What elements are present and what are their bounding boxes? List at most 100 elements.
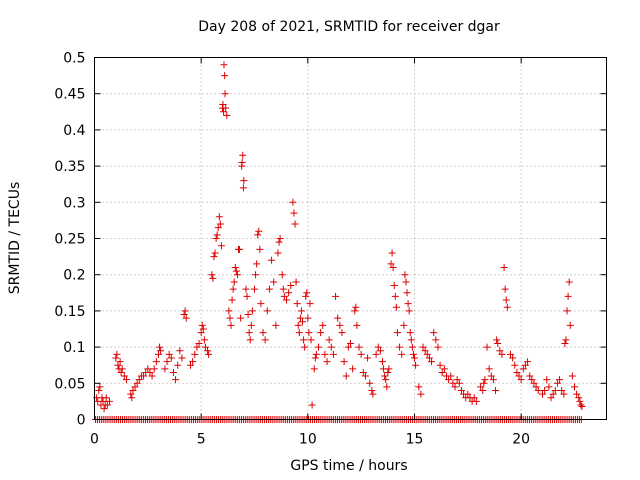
x-tick-label: 10 bbox=[299, 432, 317, 448]
data-point bbox=[221, 90, 229, 98]
data-point bbox=[157, 347, 165, 355]
data-point bbox=[342, 372, 350, 380]
data-point bbox=[521, 361, 529, 369]
data-point bbox=[436, 361, 444, 369]
data-point bbox=[541, 387, 549, 395]
data-point bbox=[327, 343, 335, 351]
data-point bbox=[382, 376, 390, 384]
data-point bbox=[169, 368, 177, 376]
data-point bbox=[223, 111, 231, 119]
data-point bbox=[507, 350, 514, 358]
data-point bbox=[561, 339, 569, 347]
data-point bbox=[405, 307, 413, 315]
y-tick-label: 0.35 bbox=[54, 159, 85, 175]
data-point bbox=[317, 329, 325, 337]
data-point bbox=[172, 376, 180, 384]
data-point bbox=[217, 242, 225, 250]
data-point bbox=[253, 260, 261, 268]
data-point bbox=[556, 376, 564, 384]
y-tick-label: 0.15 bbox=[54, 304, 85, 320]
data-point bbox=[294, 321, 302, 329]
data-point bbox=[242, 285, 250, 293]
data-point bbox=[274, 249, 282, 257]
data-point bbox=[532, 383, 540, 391]
data-point bbox=[398, 350, 406, 358]
data-point bbox=[252, 271, 260, 279]
data-point bbox=[209, 274, 217, 282]
data-point bbox=[470, 394, 478, 402]
data-point bbox=[576, 397, 584, 405]
data-point bbox=[406, 329, 414, 337]
data-point bbox=[457, 387, 465, 395]
data-point bbox=[366, 379, 374, 387]
data-point bbox=[201, 343, 209, 351]
data-point bbox=[376, 347, 384, 355]
data-point bbox=[381, 372, 389, 380]
data-point bbox=[578, 402, 586, 410]
data-point bbox=[338, 329, 346, 337]
data-point bbox=[246, 336, 254, 344]
data-point bbox=[369, 390, 377, 398]
data-point bbox=[344, 343, 352, 351]
data-point bbox=[485, 365, 493, 373]
data-point bbox=[244, 311, 252, 319]
data-point bbox=[200, 336, 208, 344]
data-point bbox=[501, 285, 509, 293]
data-point bbox=[163, 358, 171, 366]
data-point bbox=[359, 368, 367, 376]
data-point bbox=[321, 350, 329, 358]
data-point bbox=[551, 387, 559, 395]
data-point bbox=[374, 343, 382, 351]
data-point bbox=[270, 278, 278, 286]
data-point bbox=[440, 365, 448, 373]
data-point bbox=[140, 372, 148, 380]
data-point bbox=[308, 401, 316, 409]
x-tick-label: 15 bbox=[406, 432, 424, 448]
data-point bbox=[131, 383, 139, 391]
data-point bbox=[128, 394, 136, 402]
data-point bbox=[278, 271, 286, 279]
data-point bbox=[212, 235, 220, 242]
data-point bbox=[113, 350, 121, 358]
data-point bbox=[236, 245, 244, 253]
data-point bbox=[489, 376, 497, 384]
data-point bbox=[135, 376, 143, 384]
data-point bbox=[220, 108, 228, 116]
data-point bbox=[245, 329, 253, 337]
data-point bbox=[492, 387, 500, 395]
data-point bbox=[389, 263, 397, 271]
data-point bbox=[216, 220, 224, 228]
data-point bbox=[387, 260, 395, 268]
data-point bbox=[393, 329, 401, 337]
data-point bbox=[502, 296, 510, 304]
x-axis-label: GPS time / hours bbox=[290, 458, 407, 474]
data-point bbox=[564, 292, 572, 300]
data-point bbox=[509, 354, 517, 362]
data-point bbox=[409, 350, 417, 358]
data-point bbox=[280, 292, 288, 300]
data-point bbox=[272, 321, 280, 329]
data-point bbox=[215, 213, 223, 221]
data-point bbox=[148, 372, 156, 380]
data-point bbox=[155, 350, 162, 358]
data-point bbox=[391, 292, 399, 300]
data-point bbox=[165, 350, 173, 358]
data-point bbox=[355, 343, 363, 351]
data-point bbox=[285, 289, 293, 297]
data-point bbox=[483, 343, 491, 351]
data-point bbox=[534, 387, 542, 395]
data-point bbox=[336, 321, 344, 329]
data-point bbox=[208, 271, 216, 279]
data-point bbox=[275, 238, 283, 246]
data-point bbox=[180, 311, 188, 319]
y-tick-label: 0 bbox=[77, 413, 86, 429]
data-point bbox=[238, 158, 246, 166]
data-point bbox=[292, 278, 300, 286]
data-point bbox=[247, 321, 255, 329]
data-point bbox=[423, 350, 431, 358]
data-point bbox=[227, 321, 235, 329]
data-point bbox=[248, 307, 256, 315]
data-point bbox=[493, 336, 501, 344]
chart-title: Day 208 of 2021, SRMTID for receiver dga… bbox=[198, 19, 500, 35]
